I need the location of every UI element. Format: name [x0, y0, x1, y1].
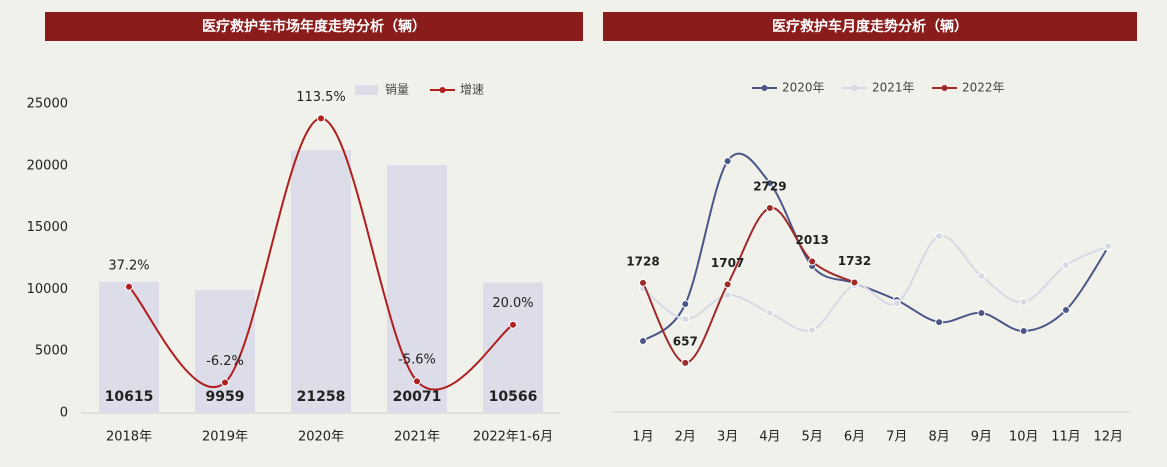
- x-tick-label: 7月: [886, 430, 907, 445]
- marker: [125, 282, 133, 291]
- marker: [977, 309, 986, 318]
- marker: [639, 337, 647, 346]
- data-label: 1732: [838, 254, 871, 268]
- bar-label: 9959: [206, 389, 245, 405]
- legend-marker: [439, 87, 446, 93]
- title-bar: [45, 12, 583, 41]
- legend-label: 2021年: [872, 81, 915, 95]
- marker: [1062, 306, 1070, 315]
- marker: [681, 300, 690, 309]
- marker: [509, 320, 517, 329]
- bar-label: 10615: [105, 389, 154, 405]
- x-tick-label: 2月: [675, 430, 696, 445]
- marker: [413, 377, 421, 386]
- bar: [483, 282, 543, 413]
- marker: [765, 204, 774, 213]
- marker: [1019, 327, 1028, 336]
- y-tick-label: 25000: [27, 97, 68, 112]
- legend-marker: [851, 85, 858, 91]
- line: [642, 152, 1110, 342]
- x-tick-label: 10月: [1009, 430, 1039, 445]
- marker: [808, 257, 817, 266]
- y-tick-label: 10000: [27, 282, 68, 297]
- data-label: 113.5%: [296, 90, 346, 105]
- title-bar: [603, 12, 1137, 41]
- bar-label: 21258: [297, 389, 346, 405]
- marker: [723, 157, 732, 166]
- y-tick-label: 5000: [35, 344, 68, 359]
- data-label: 2013: [795, 233, 828, 247]
- data-label: -6.2%: [206, 354, 244, 369]
- legend-marker: [761, 85, 768, 91]
- data-label: 657: [673, 334, 698, 348]
- x-tick-label: 4月: [759, 430, 780, 445]
- data-label: 1707: [711, 256, 744, 270]
- marker: [977, 272, 986, 281]
- legend-label: 2020年: [782, 81, 825, 95]
- x-tick-label: 12月: [1094, 430, 1124, 445]
- bar: [195, 289, 255, 413]
- y-tick-label: 15000: [27, 220, 68, 235]
- x-tick-label: 2021年: [394, 430, 440, 445]
- marker: [317, 114, 325, 123]
- marker: [935, 232, 944, 241]
- legend-label: 增速: [460, 83, 484, 97]
- marker: [681, 358, 690, 367]
- x-tick-label: 9月: [971, 430, 992, 445]
- y-tick-label: 0: [60, 406, 68, 421]
- marker: [221, 378, 229, 387]
- data-label: 37.2%: [108, 258, 149, 273]
- marker: [639, 278, 647, 287]
- y-tick-label: 20000: [27, 158, 68, 173]
- bar-label: 20071: [393, 389, 442, 405]
- marker: [681, 315, 690, 324]
- marker: [935, 318, 944, 327]
- x-tick-label: 1月: [632, 430, 653, 445]
- marker: [1019, 298, 1028, 307]
- marker: [1062, 261, 1070, 270]
- chart-title: 医疗救护车市场年度走势分析（辆）: [202, 18, 426, 35]
- marker: [765, 179, 774, 188]
- marker: [808, 326, 817, 335]
- marker: [850, 278, 859, 287]
- x-tick-label: 6月: [844, 430, 865, 445]
- marker: [723, 280, 732, 289]
- bar-label: 10566: [489, 389, 538, 405]
- legend-label: 销量: [385, 83, 409, 97]
- x-tick-label: 5月: [802, 430, 823, 445]
- x-tick-label: 3月: [717, 430, 738, 445]
- bar: [99, 281, 159, 413]
- data-label: -5.6%: [398, 353, 436, 368]
- x-tick-label: 11月: [1051, 430, 1081, 445]
- data-label: 20.0%: [492, 296, 533, 311]
- marker: [1104, 242, 1113, 251]
- legend-label: 2022年: [962, 81, 1005, 95]
- data-label: 2729: [753, 180, 786, 194]
- x-tick-label: 2020年: [298, 430, 344, 445]
- x-tick-label: 2018年: [106, 430, 152, 445]
- chart-title: 医疗救护车月度走势分析（辆）: [772, 18, 968, 35]
- legend-swatch: [355, 85, 378, 95]
- x-tick-label: 8月: [928, 430, 949, 445]
- marker: [892, 299, 901, 308]
- x-tick-label: 2022年1-6月: [473, 430, 553, 445]
- bar: [291, 150, 351, 414]
- data-label: 1728: [626, 254, 659, 268]
- marker: [765, 309, 774, 318]
- marker: [723, 291, 732, 300]
- legend-marker: [941, 85, 948, 91]
- bar: [387, 164, 447, 413]
- x-tick-label: 2019年: [202, 430, 248, 445]
